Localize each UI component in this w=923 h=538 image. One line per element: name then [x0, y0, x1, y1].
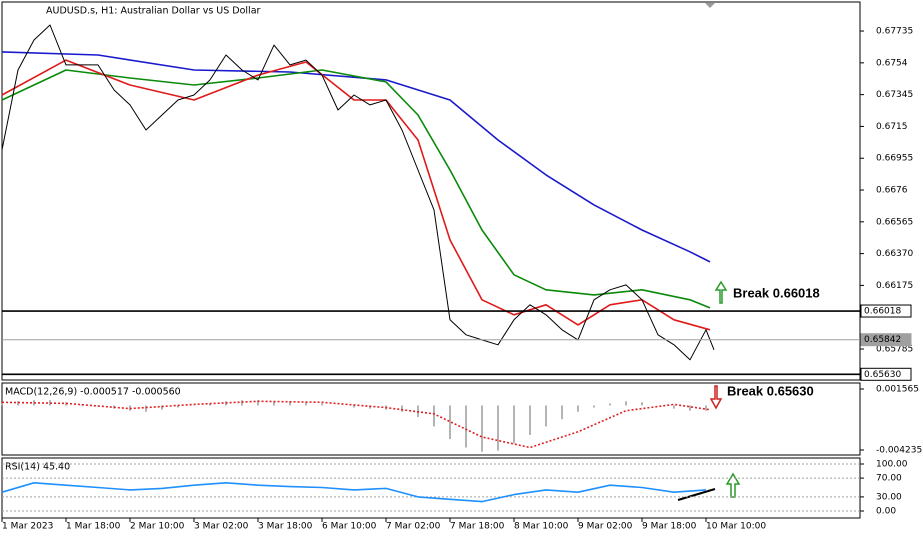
y-tick-label: 0.6715: [876, 122, 908, 132]
annotation: Break 0.66018: [733, 285, 820, 300]
series-line: [1, 69, 711, 309]
x-tick-label: 3 Mar 18:00: [258, 522, 313, 532]
panel-title: RSI(14) 45.40: [5, 462, 70, 473]
y-tick-label: 0.6754: [876, 58, 908, 68]
series-line: [1, 482, 707, 503]
y-tick-label: 0.6676: [876, 186, 908, 196]
x-tick-label: 3 Mar 02:00: [194, 522, 249, 532]
y-tick-label: -0.004235: [876, 445, 922, 455]
level-label: 0.65630: [864, 370, 901, 380]
x-tick-label: 9 Mar 18:00: [642, 522, 697, 532]
x-tick-label: 8 Mar 10:00: [514, 522, 569, 532]
x-tick-label: 1 Mar 18:00: [66, 522, 121, 532]
x-tick-label: 2 Mar 10:00: [130, 522, 185, 532]
panel-frame: [1, 382, 861, 456]
y-tick-label: 0.65785: [876, 345, 913, 355]
y-tick-label: 70.00: [876, 474, 902, 484]
y-tick-label: 0.66370: [876, 249, 913, 259]
series-line: [1, 51, 711, 263]
x-tick-label: 6 Mar 10:00: [322, 522, 377, 532]
level-label-box: [860, 367, 912, 381]
x-tick-label: 7 Mar 18:00: [450, 522, 505, 532]
y-tick-label: 100.00: [876, 460, 908, 470]
shift-marker[interactable]: [705, 3, 715, 8]
up-arrow: [725, 472, 741, 498]
panel-title: AUDUSD.s, H1: Australian Dollar vs US Do…: [46, 6, 261, 17]
panel-title: MACD(12,26,9) -0.000517 -0.000560: [5, 387, 181, 398]
level-label-box: [860, 304, 912, 318]
level-label-box: [860, 333, 912, 347]
level-label: 0.66018: [864, 307, 901, 317]
y-tick-label: 0.00: [876, 506, 896, 516]
x-tick-label: 7 Mar 02:00: [386, 522, 441, 532]
series-line: [1, 59, 711, 331]
panel-frame: [1, 457, 861, 519]
series-line: [1, 400, 711, 449]
y-tick-label: 0.66565: [876, 217, 913, 227]
trend-line: [677, 488, 716, 501]
series-line: [1, 24, 715, 361]
y-tick-label: 0.67345: [876, 90, 913, 100]
x-tick-label: 9 Mar 02:00: [578, 522, 633, 532]
y-tick-label: 0.66955: [876, 154, 913, 164]
y-tick-label: 30.00: [876, 492, 902, 502]
y-tick-label: 0.67735: [876, 27, 913, 37]
panel-frame: [1, 1, 861, 381]
y-tick-label: 0.66175: [876, 281, 913, 291]
up-arrow: [714, 280, 728, 304]
x-tick-label: 1 Mar 2023: [2, 522, 53, 532]
level-label: 0.65842: [864, 335, 901, 345]
x-tick-label: 10 Mar 10:00: [706, 522, 766, 532]
down-arrow: [709, 385, 723, 410]
y-tick-label: 0.001565: [876, 385, 919, 395]
annotation: Break 0.65630: [727, 383, 814, 398]
